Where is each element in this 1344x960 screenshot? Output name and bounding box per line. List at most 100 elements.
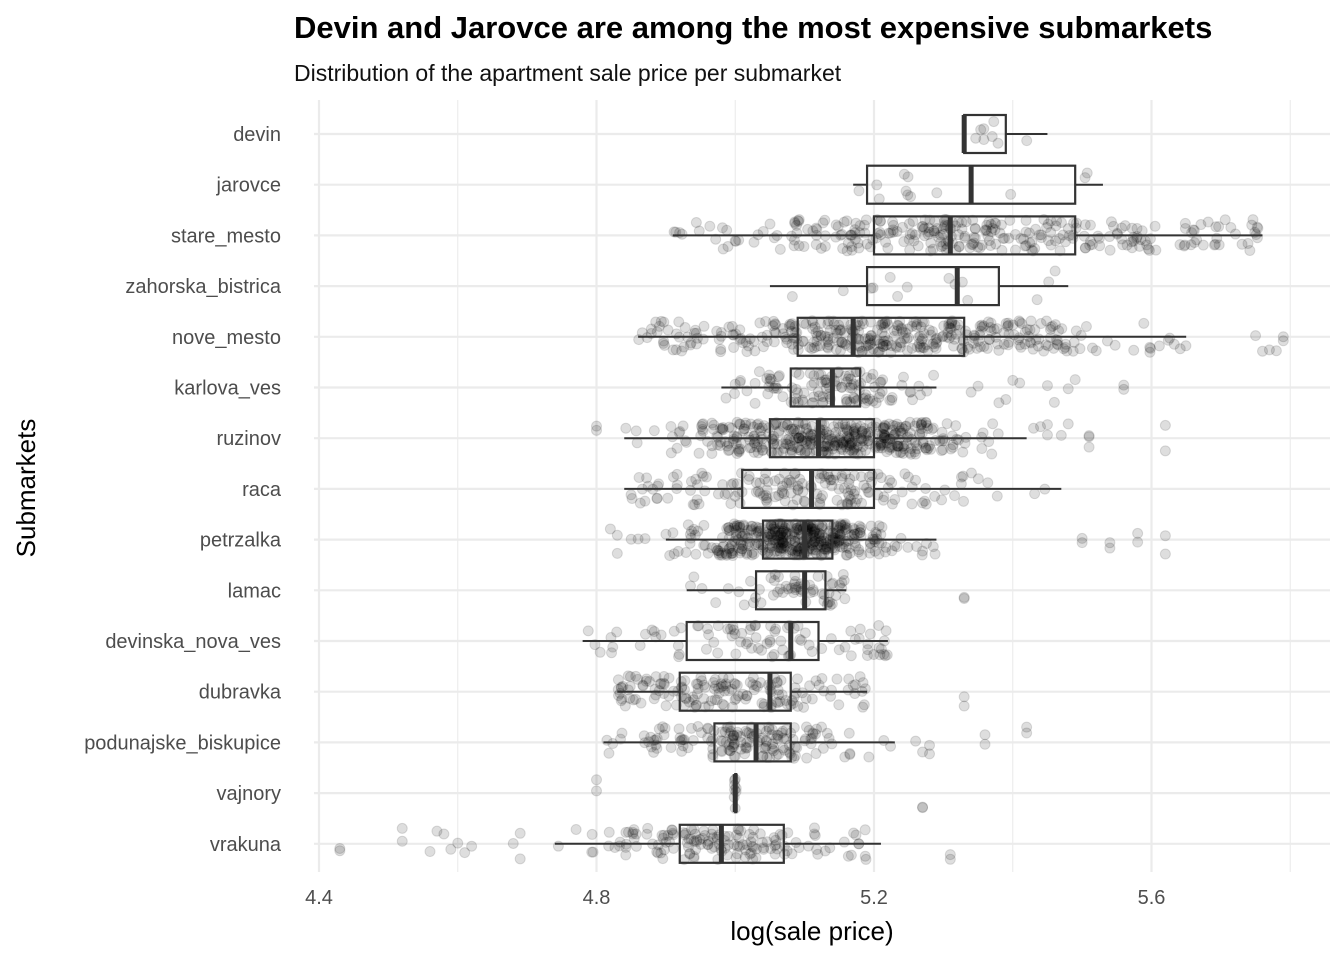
data-point (1030, 223, 1042, 235)
data-point (904, 416, 916, 428)
data-point (983, 235, 995, 247)
outlier-point (910, 735, 922, 747)
data-point (733, 832, 745, 844)
data-point (962, 294, 974, 306)
data-point (826, 598, 838, 610)
outlier-point (466, 840, 478, 852)
data-point (944, 322, 956, 334)
data-point (1053, 325, 1065, 337)
data-point (927, 325, 939, 337)
data-point (660, 700, 672, 712)
data-point (979, 224, 991, 236)
data-point (789, 216, 801, 228)
data-point (765, 373, 777, 385)
outlier-point (514, 853, 526, 865)
data-point (891, 541, 903, 553)
data-point (901, 281, 913, 293)
data-point (884, 394, 896, 406)
data-point (846, 382, 858, 394)
data-point (840, 421, 852, 433)
data-point (798, 701, 810, 713)
data-point (749, 345, 761, 357)
data-point (873, 193, 885, 205)
data-point (871, 334, 883, 346)
data-point (806, 693, 818, 705)
data-point (1024, 324, 1036, 336)
data-point (786, 444, 798, 456)
data-point (891, 440, 903, 452)
data-point (976, 321, 988, 333)
data-point (978, 320, 990, 332)
data-point (691, 338, 703, 350)
data-point (662, 324, 674, 336)
data-point (920, 416, 932, 428)
data-point (882, 335, 894, 347)
data-point (1164, 332, 1176, 344)
data-point (822, 318, 834, 330)
data-point (850, 217, 862, 229)
data-point (782, 438, 794, 450)
data-point (915, 418, 927, 430)
data-point (924, 214, 936, 226)
data-point (1042, 235, 1054, 247)
data-point (839, 327, 851, 339)
data-point (937, 444, 949, 456)
data-point (845, 437, 857, 449)
outlier-point (591, 785, 602, 797)
data-point (892, 319, 904, 331)
data-point (751, 441, 763, 453)
data-point (1059, 341, 1071, 353)
data-point (863, 751, 875, 763)
data-point (843, 727, 855, 739)
data-point (767, 320, 779, 332)
data-point (743, 431, 755, 443)
data-point (751, 419, 763, 431)
data-point (630, 425, 642, 437)
data-point (910, 316, 922, 328)
data-point (801, 752, 813, 764)
data-point (700, 471, 712, 483)
data-point (671, 442, 683, 454)
data-point (875, 215, 887, 227)
data-point (1051, 335, 1063, 347)
data-point (1251, 221, 1263, 233)
data-point (915, 321, 927, 333)
data-point (1079, 242, 1091, 254)
data-point (670, 344, 682, 356)
data-point (813, 390, 825, 402)
outlier-point (1132, 536, 1144, 548)
data-point (913, 331, 925, 343)
data-point (1057, 229, 1069, 241)
data-point (1244, 245, 1256, 257)
data-point (886, 439, 898, 451)
data-point (1044, 324, 1056, 336)
data-point (928, 225, 940, 237)
outlier-point (591, 774, 602, 786)
data-point (903, 218, 915, 230)
data-point (974, 242, 986, 254)
data-point (989, 224, 1001, 236)
data-point (1002, 320, 1014, 332)
data-point (943, 272, 955, 284)
data-point (671, 468, 683, 480)
data-point (760, 315, 772, 327)
data-point (1014, 316, 1026, 328)
data-point (985, 240, 997, 252)
data-point (726, 320, 738, 332)
data-point (833, 644, 845, 656)
data-point (748, 446, 760, 458)
data-point (865, 330, 877, 342)
data-point (843, 425, 855, 437)
data-point (836, 381, 848, 393)
data-point (789, 217, 801, 229)
data-point (817, 217, 829, 229)
data-point (1081, 167, 1093, 179)
data-point (959, 232, 971, 244)
data-point (887, 226, 899, 238)
data-point (1058, 343, 1070, 355)
data-point (837, 337, 849, 349)
data-point (754, 317, 766, 329)
data-point (812, 330, 824, 342)
data-point (906, 433, 918, 445)
y-tick-label: dubravka (199, 682, 282, 704)
